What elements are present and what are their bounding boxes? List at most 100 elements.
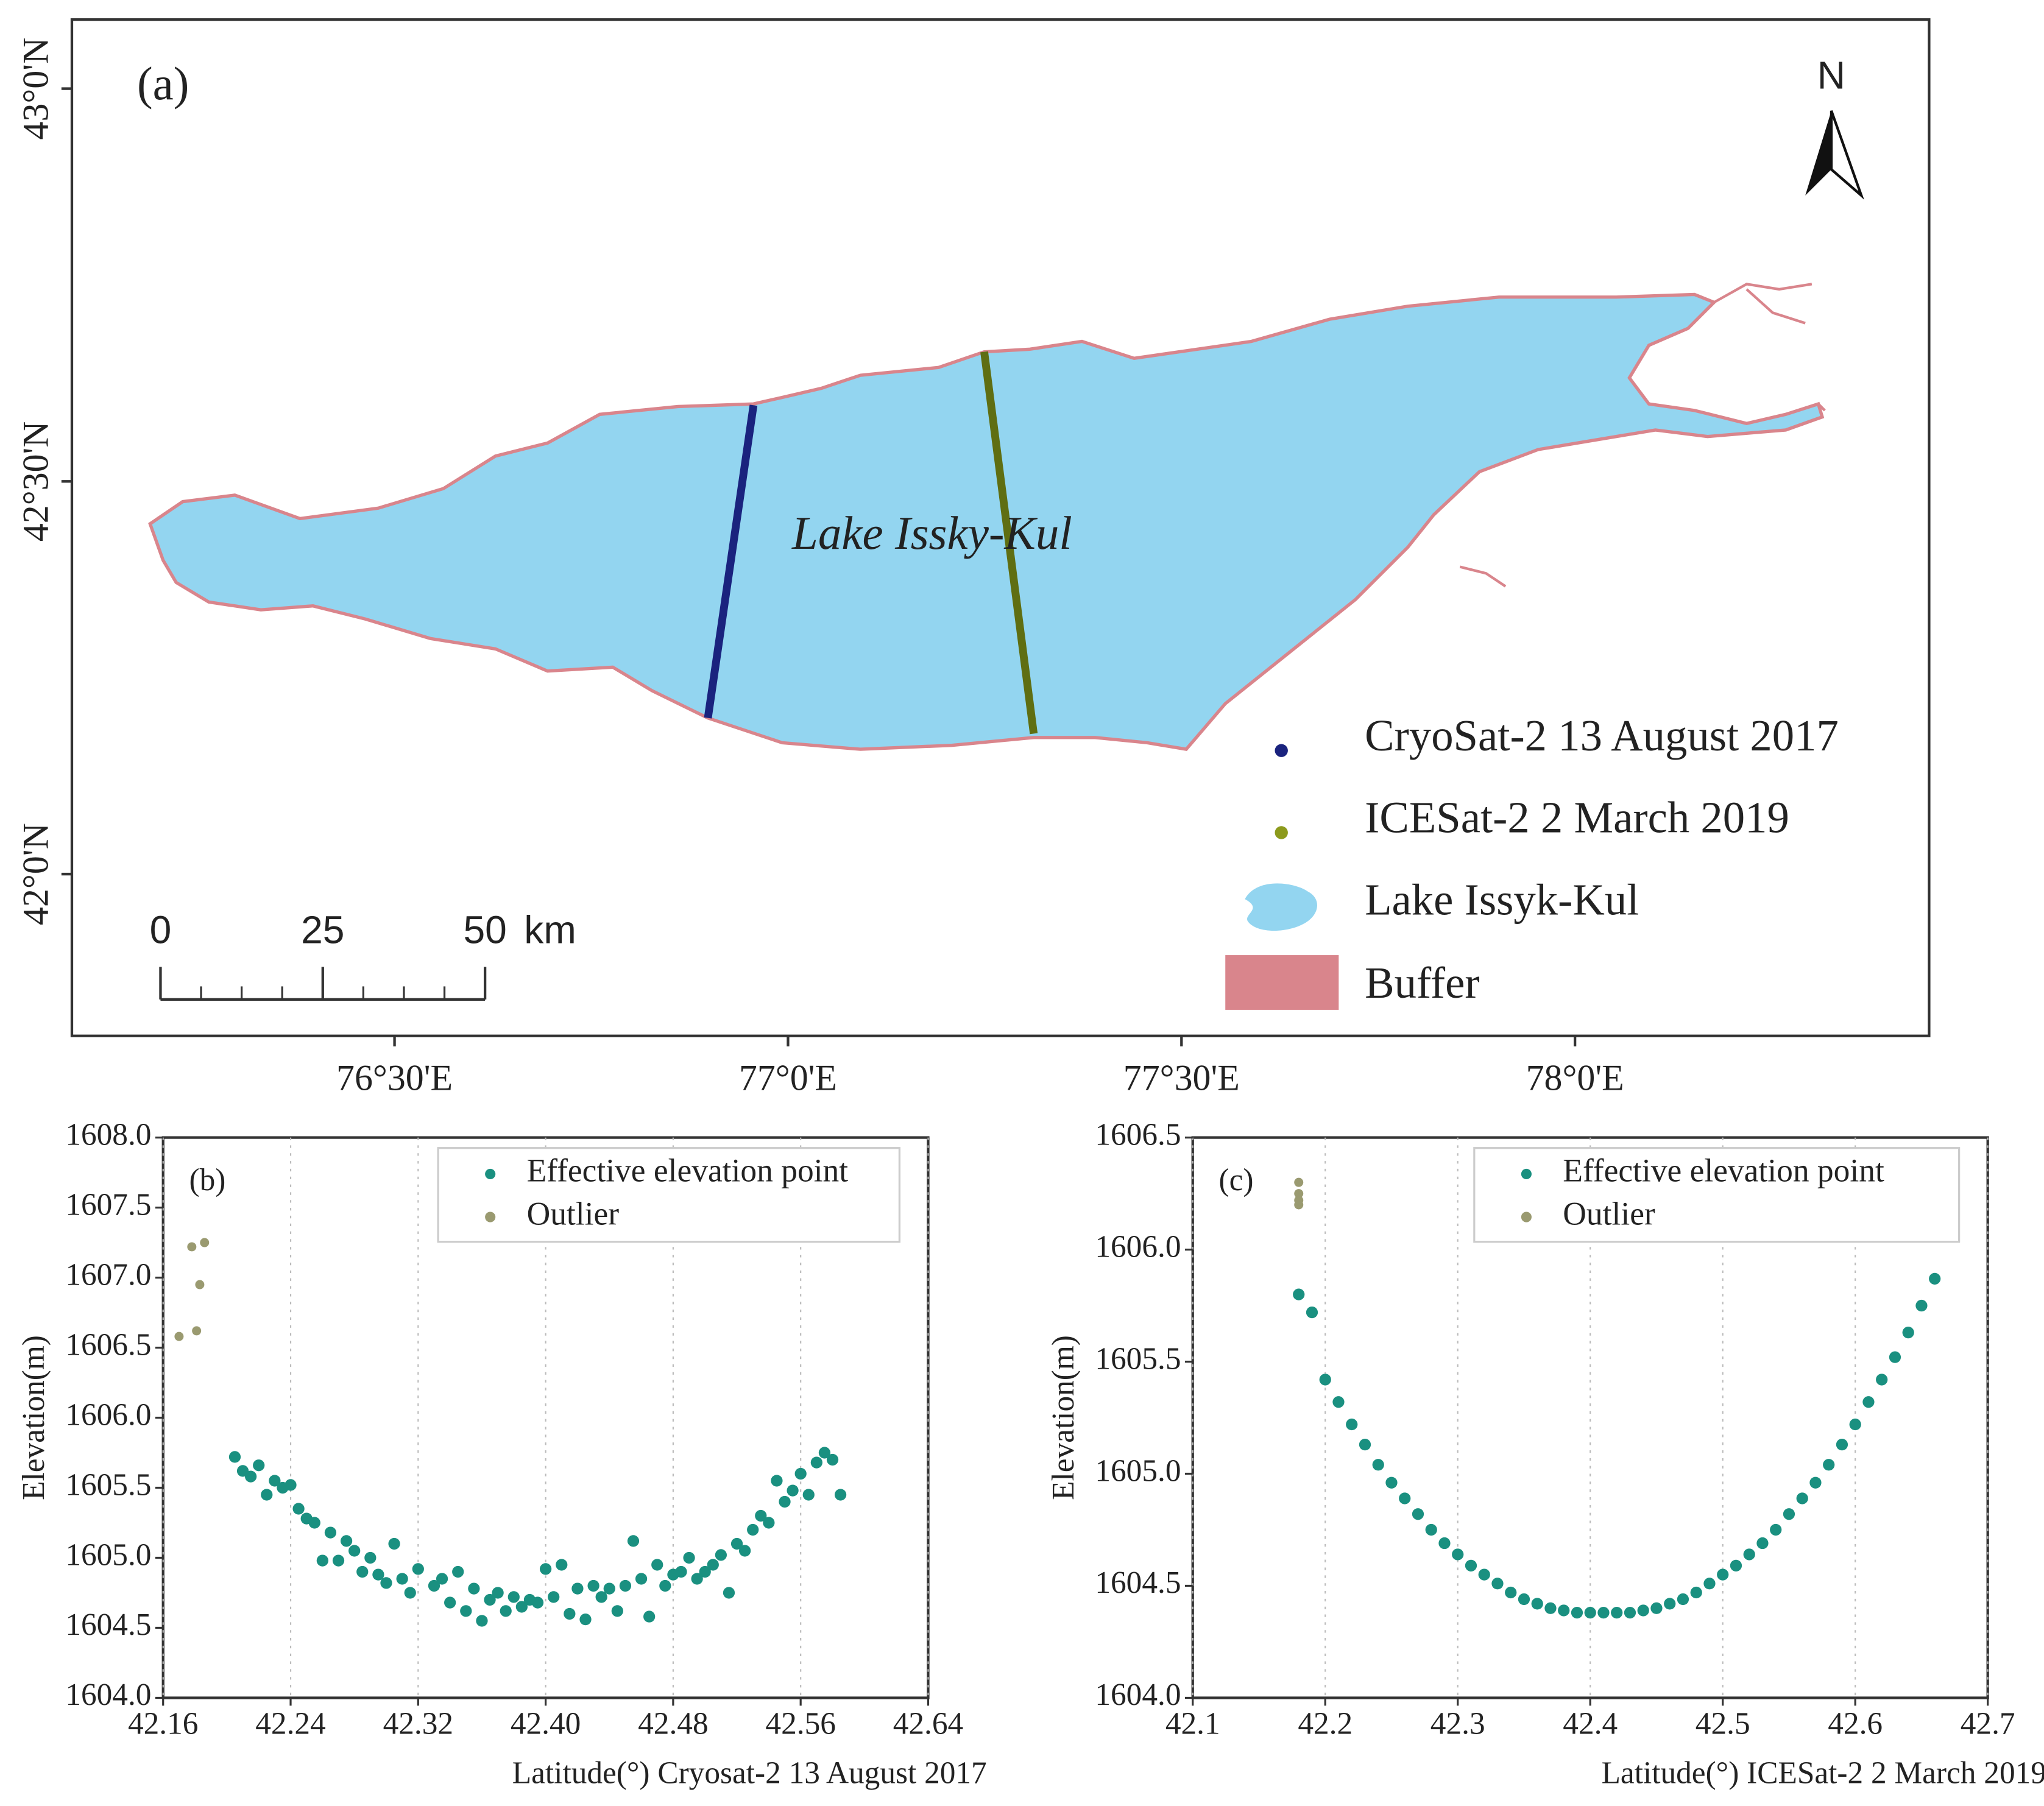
data-point	[571, 1582, 584, 1595]
north-arrow	[1830, 110, 1864, 200]
data-point	[826, 1453, 839, 1466]
y-axis-label: Elevation(m)	[16, 1335, 51, 1500]
y-tick-label: 1604.5	[1095, 1565, 1181, 1600]
data-point	[539, 1563, 552, 1575]
data-point	[1425, 1523, 1437, 1536]
data-point	[810, 1456, 822, 1469]
scale-label: 25	[301, 908, 344, 952]
y-tick-label: 1605.0	[1095, 1453, 1181, 1488]
data-point	[1889, 1351, 1901, 1363]
data-point	[1690, 1586, 1702, 1599]
data-point	[611, 1605, 623, 1617]
legend-marker	[1275, 826, 1288, 839]
data-point	[200, 1238, 210, 1247]
data-point	[324, 1526, 337, 1539]
legend-marker	[1521, 1168, 1532, 1180]
legend-box	[437, 1147, 901, 1243]
data-point	[1624, 1606, 1636, 1619]
data-point	[1385, 1476, 1398, 1489]
legend-label: Lake Issyk-Kul	[1365, 875, 1639, 924]
data-point	[587, 1579, 599, 1592]
data-point	[228, 1451, 241, 1463]
data-point	[484, 1593, 496, 1606]
data-point	[356, 1565, 369, 1578]
data-point	[715, 1549, 727, 1561]
data-point	[1438, 1537, 1451, 1550]
data-point	[1902, 1327, 1914, 1339]
y-tick-label: 1607.0	[65, 1257, 151, 1292]
panel-label: (c)	[1219, 1163, 1254, 1198]
legend-marker	[1275, 744, 1288, 757]
data-point	[1319, 1374, 1331, 1386]
data-point	[1796, 1492, 1808, 1504]
data-point	[1372, 1459, 1384, 1471]
data-point	[730, 1537, 743, 1550]
x-tick-label: 42.40	[511, 1706, 581, 1741]
data-point	[1664, 1598, 1676, 1610]
data-point	[261, 1489, 273, 1501]
data-point	[174, 1332, 184, 1341]
data-point	[738, 1545, 751, 1557]
cryosat-track	[704, 404, 758, 719]
x-tick-label: 42.6	[1828, 1706, 1883, 1741]
data-point	[603, 1582, 615, 1595]
data-point	[1637, 1604, 1649, 1617]
chart: 42.1 42.2 42.3 42.4 42.5 42.6 42.7 1604.0 1604.5…	[1046, 1117, 2044, 1790]
y-tick-label: 1604.0	[65, 1677, 151, 1712]
scale-label: 50	[463, 908, 506, 952]
data-point	[1584, 1606, 1596, 1619]
data-point	[794, 1467, 807, 1480]
data-point	[723, 1587, 735, 1599]
legend-label: Outlier	[527, 1195, 620, 1232]
y-tick-label: 1605.5	[1095, 1341, 1181, 1376]
y-tick-label: 1607.5	[65, 1187, 151, 1222]
data-point	[1518, 1593, 1530, 1606]
lake-label: Lake Issky-Kul	[791, 507, 1072, 559]
x-tick-label: 42.16	[128, 1706, 198, 1741]
data-point	[556, 1559, 568, 1571]
lon-tick-label: 77°0'E	[739, 1057, 837, 1098]
data-point	[308, 1517, 320, 1529]
data-point	[476, 1615, 488, 1627]
data-point	[1293, 1288, 1305, 1300]
x-tick-label: 42.24	[255, 1706, 325, 1741]
x-tick-label: 42.2	[1298, 1706, 1353, 1741]
data-point	[285, 1479, 297, 1491]
data-point	[747, 1523, 759, 1536]
data-point	[635, 1573, 648, 1585]
data-point	[691, 1573, 703, 1585]
legend-lake-icon	[1245, 883, 1317, 931]
scale-unit: km	[524, 908, 576, 952]
data-point	[1531, 1598, 1543, 1610]
data-point	[755, 1509, 767, 1522]
y-tick-label: 1606.0	[65, 1397, 151, 1432]
data-point	[507, 1591, 520, 1603]
data-point	[195, 1280, 205, 1289]
data-point	[651, 1559, 663, 1571]
data-point	[1717, 1568, 1729, 1581]
data-point	[1730, 1559, 1742, 1571]
data-point	[787, 1484, 799, 1497]
data-point	[292, 1503, 305, 1515]
panel-label: (b)	[189, 1163, 226, 1198]
y-tick-label: 1606.5	[1095, 1117, 1181, 1152]
data-point	[643, 1610, 656, 1623]
data-point	[1465, 1559, 1477, 1571]
y-tick-label: 1608.0	[65, 1117, 151, 1152]
data-point	[1862, 1396, 1875, 1408]
data-point	[428, 1579, 440, 1592]
data-point	[388, 1537, 400, 1550]
x-tick-label: 42.64	[893, 1706, 964, 1741]
data-point	[531, 1596, 544, 1609]
data-point	[1294, 1177, 1304, 1187]
data-point	[564, 1607, 576, 1620]
data-point	[707, 1559, 719, 1571]
panel-label: (a)	[137, 57, 189, 110]
data-point	[1346, 1418, 1358, 1431]
legend-label: ICESat-2 2 March 2019	[1365, 793, 1789, 842]
data-point	[396, 1573, 408, 1585]
data-point	[1743, 1548, 1755, 1561]
data-point	[468, 1582, 480, 1595]
data-point	[1915, 1299, 1928, 1312]
data-point	[1677, 1593, 1689, 1606]
